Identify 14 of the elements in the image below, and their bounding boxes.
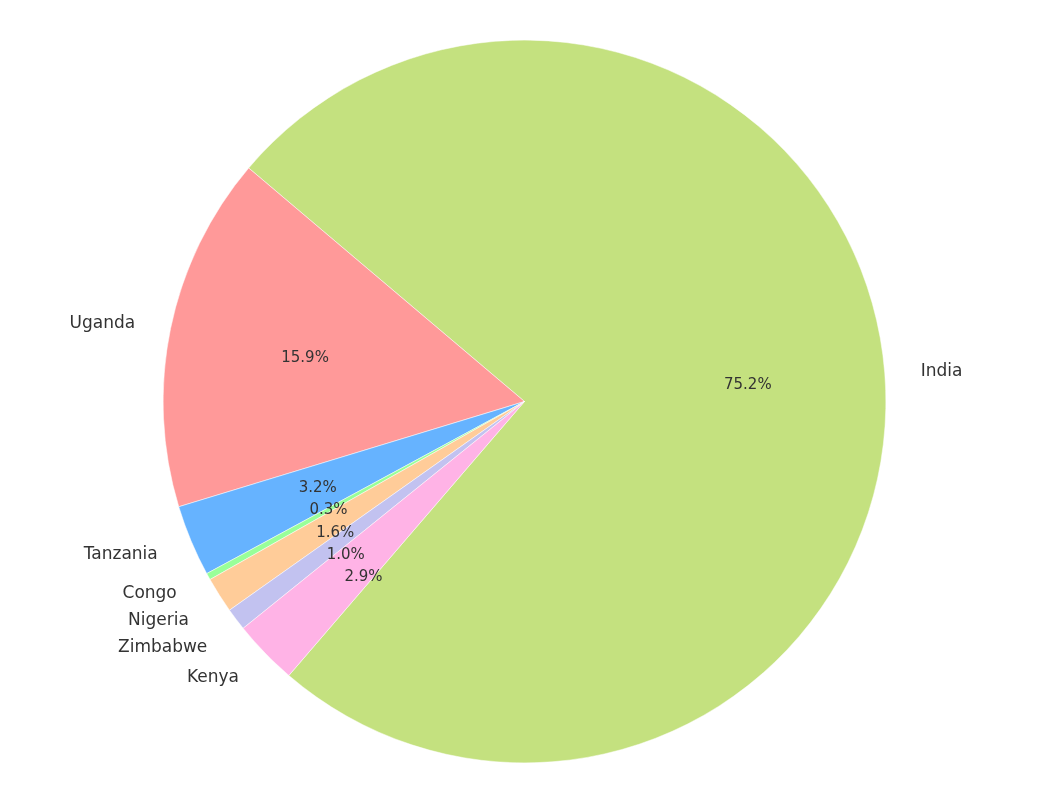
- data-label: 2.9%: [344, 566, 383, 585]
- slice-label: India: [920, 360, 963, 381]
- slice-label: Nigeria: [128, 609, 189, 630]
- data-label: 3.2%: [298, 478, 337, 497]
- data-label: 75.2%: [724, 374, 772, 393]
- data-label: 0.3%: [309, 500, 348, 519]
- slice-label: Kenya: [186, 665, 239, 686]
- data-label: 1.6%: [316, 522, 355, 541]
- slice-label: Congo: [122, 582, 177, 603]
- slice-label: Uganda: [69, 311, 136, 332]
- data-label: 1.0%: [326, 544, 365, 563]
- data-label: 15.9%: [281, 347, 329, 366]
- slice-label: Tanzania: [82, 543, 158, 564]
- slice-label: Zimbabwe: [118, 636, 208, 657]
